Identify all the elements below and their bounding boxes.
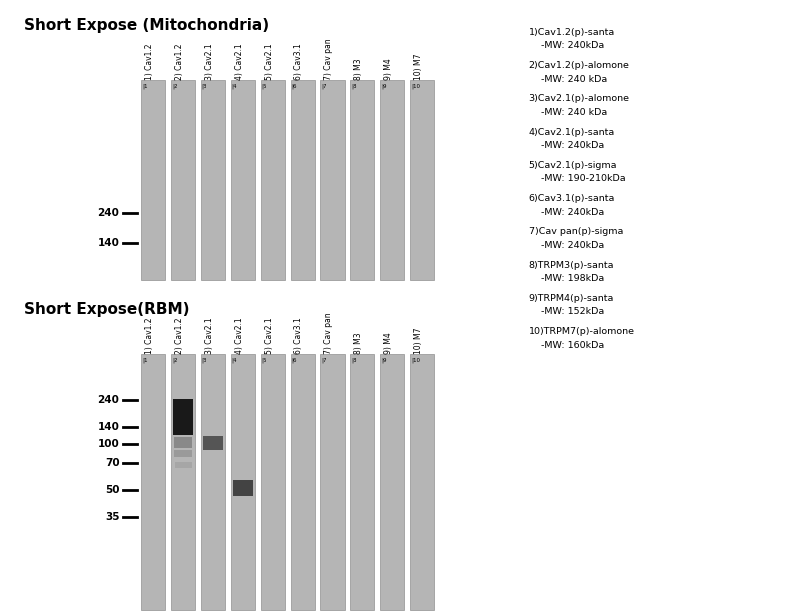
Bar	[380, 80, 404, 280]
Text: 240: 240	[98, 208, 119, 217]
Bar	[350, 354, 374, 610]
Bar	[171, 80, 195, 280]
Text: |2: |2	[172, 83, 178, 89]
Text: 6)Cav3.1(p)-santa: 6)Cav3.1(p)-santa	[529, 194, 615, 203]
Text: |1: |1	[142, 357, 148, 363]
Bar	[231, 80, 255, 280]
Text: |9: |9	[381, 357, 387, 363]
Text: 2) Cav1.2: 2) Cav1.2	[175, 44, 184, 80]
Text: -MW: 240kDa: -MW: 240kDa	[541, 41, 604, 51]
Text: 9)TRPM4(p)-santa: 9)TRPM4(p)-santa	[529, 294, 614, 303]
Text: |3: |3	[202, 83, 207, 89]
Text: -MW: 240kDa: -MW: 240kDa	[541, 241, 604, 250]
Bar	[141, 80, 165, 280]
Text: |4: |4	[232, 83, 237, 89]
Text: 8) M3: 8) M3	[354, 59, 363, 80]
Text: 140: 140	[98, 238, 119, 248]
Text: 4)Cav2.1(p)-santa: 4)Cav2.1(p)-santa	[529, 128, 615, 137]
Bar	[350, 80, 374, 280]
Text: 4) Cav2.1: 4) Cav2.1	[235, 44, 244, 80]
Text: |6: |6	[291, 83, 297, 89]
Text: 1) Cav1.2: 1) Cav1.2	[145, 44, 154, 80]
Text: 4) Cav2.1: 4) Cav2.1	[235, 318, 244, 354]
Text: 35: 35	[105, 513, 119, 522]
Text: Short Expose (Mitochondria): Short Expose (Mitochondria)	[24, 18, 270, 33]
Bar	[171, 354, 195, 610]
Bar	[174, 437, 192, 448]
Bar	[233, 480, 253, 496]
Bar	[291, 354, 315, 610]
Text: 10)TRPM7(p)-alomone: 10)TRPM7(p)-alomone	[529, 327, 634, 336]
Text: 5)Cav2.1(p)-sigma: 5)Cav2.1(p)-sigma	[529, 161, 617, 170]
Text: 3) Cav2.1: 3) Cav2.1	[205, 318, 214, 354]
Text: 8) M3: 8) M3	[354, 333, 363, 354]
Bar	[174, 462, 191, 468]
Text: -MW: 198kDa: -MW: 198kDa	[541, 274, 604, 283]
Text: 8)TRPM3(p)-santa: 8)TRPM3(p)-santa	[529, 261, 614, 270]
Text: 2)Cav1.2(p)-alomone: 2)Cav1.2(p)-alomone	[529, 61, 629, 70]
Text: 140: 140	[98, 422, 119, 432]
Bar	[410, 80, 434, 280]
Text: |1: |1	[142, 83, 148, 89]
Text: -MW: 240 kDa: -MW: 240 kDa	[541, 108, 607, 117]
Bar	[320, 354, 345, 610]
Text: 5) Cav2.1: 5) Cav2.1	[265, 44, 274, 80]
Bar	[380, 354, 404, 610]
Text: 7) Cav pan: 7) Cav pan	[324, 38, 333, 80]
Bar	[173, 399, 194, 435]
Text: 6) Cav3.1: 6) Cav3.1	[295, 43, 303, 80]
Bar	[203, 436, 223, 450]
Text: |7: |7	[321, 357, 327, 363]
Text: 240: 240	[98, 395, 119, 405]
Text: |3: |3	[202, 357, 207, 363]
Text: -MW: 240 kDa: -MW: 240 kDa	[541, 75, 607, 84]
Text: 50: 50	[105, 485, 119, 495]
Text: 7)Cav pan(p)-sigma: 7)Cav pan(p)-sigma	[529, 227, 623, 237]
Text: 100: 100	[98, 439, 119, 448]
Text: |5: |5	[261, 83, 267, 89]
Bar	[410, 354, 434, 610]
Text: |5: |5	[261, 357, 267, 363]
Text: |8: |8	[351, 83, 357, 89]
Text: |8: |8	[351, 357, 357, 363]
Bar	[291, 80, 315, 280]
Bar	[261, 354, 285, 610]
Text: Short Expose(RBM): Short Expose(RBM)	[24, 302, 190, 317]
Text: |9: |9	[381, 83, 387, 89]
Bar	[231, 354, 255, 610]
Text: -MW: 190-210kDa: -MW: 190-210kDa	[541, 174, 625, 184]
Bar	[201, 80, 225, 280]
Text: 5) Cav2.1: 5) Cav2.1	[265, 318, 274, 354]
Text: 7) Cav pan: 7) Cav pan	[324, 312, 333, 354]
Text: -MW: 160kDa: -MW: 160kDa	[541, 341, 604, 350]
Text: |10: |10	[411, 357, 420, 363]
Text: 1) Cav1.2: 1) Cav1.2	[145, 318, 154, 354]
Text: 2) Cav1.2: 2) Cav1.2	[175, 318, 184, 354]
Text: -MW: 152kDa: -MW: 152kDa	[541, 307, 604, 317]
Text: |7: |7	[321, 83, 327, 89]
Text: 10) M7: 10) M7	[414, 328, 423, 354]
Bar	[201, 354, 225, 610]
Text: |2: |2	[172, 357, 178, 363]
Bar	[320, 80, 345, 280]
Text: 70: 70	[105, 458, 119, 468]
Text: 3) Cav2.1: 3) Cav2.1	[205, 44, 214, 80]
Text: |6: |6	[291, 357, 297, 363]
Text: 1)Cav1.2(p)-santa: 1)Cav1.2(p)-santa	[529, 28, 615, 37]
Text: |10: |10	[411, 83, 420, 89]
Text: -MW: 240kDa: -MW: 240kDa	[541, 208, 604, 217]
Text: 3)Cav2.1(p)-alomone: 3)Cav2.1(p)-alomone	[529, 94, 629, 103]
Text: 10) M7: 10) M7	[414, 54, 423, 80]
Text: 9) M4: 9) M4	[384, 333, 393, 354]
Bar	[261, 80, 285, 280]
Bar	[174, 450, 192, 457]
Bar	[141, 354, 165, 610]
Text: -MW: 240kDa: -MW: 240kDa	[541, 141, 604, 150]
Text: 9) M4: 9) M4	[384, 59, 393, 80]
Text: |4: |4	[232, 357, 237, 363]
Text: 6) Cav3.1: 6) Cav3.1	[295, 317, 303, 354]
